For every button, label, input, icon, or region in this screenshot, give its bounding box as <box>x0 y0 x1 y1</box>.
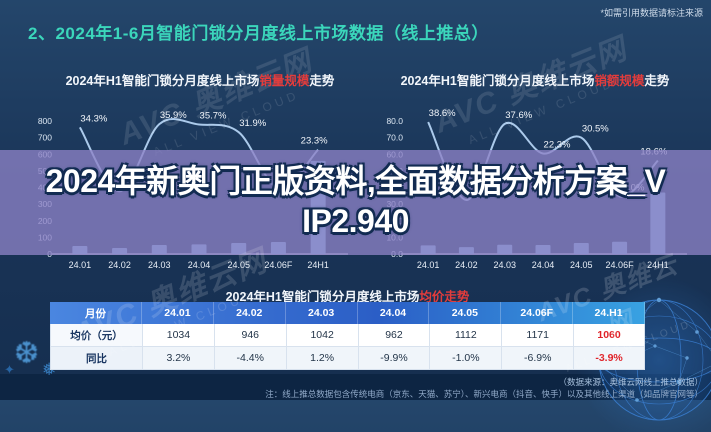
right-chart-title-suffix: 走势 <box>644 74 670 88</box>
table-cell: -9.9% <box>357 347 430 370</box>
x-tick: 24.02 <box>108 260 131 270</box>
x-tick: 24.01 <box>69 260 92 270</box>
data-label: 38.6% <box>429 108 456 119</box>
table-cell: -4.4% <box>213 347 286 370</box>
y-tick: 80.0 <box>386 116 403 126</box>
table-header-cell: 24.H1 <box>573 302 645 324</box>
cite-note: *如需引用数据请标注来源 <box>600 8 703 18</box>
table-cell: 1034 <box>142 324 214 347</box>
x-tick: 24.04 <box>532 260 555 270</box>
overlay-caption: 2024年新奥门正版资料,全面数据分析方案_V IP2.940 <box>0 161 711 241</box>
data-source-note: （数据来源：奥维云网线上推总数据） <box>558 377 703 387</box>
table-header-row: 月份 24.01 24.02 24.03 24.04 24.05 24.06F 24.H1 <box>50 302 645 324</box>
row-label-cell: 均价（元） <box>50 324 142 347</box>
table-cell: 1.2% <box>285 347 358 370</box>
data-label: 37.6% <box>505 110 532 121</box>
price-table: 月份 24.01 24.02 24.03 24.04 24.05 24.06F 24.H1 均价… <box>50 302 645 370</box>
left-chart-title-suffix: 走势 <box>309 74 335 88</box>
data-label: 31.9% <box>239 118 266 129</box>
table-cell: -6.9% <box>501 347 574 370</box>
y-tick: 70.0 <box>386 133 403 143</box>
data-label: 35.9% <box>160 110 187 121</box>
table-header-cell: 24.02 <box>214 302 286 324</box>
table-title-prefix: 2024年H1智能门锁分月度线上市场 <box>225 290 420 304</box>
overlay-caption-line2: IP2.940 <box>302 203 409 239</box>
left-chart-title: 2024年H1智能门锁分月度线上市场销量规模走势 <box>40 70 360 89</box>
data-label: 22.3% <box>544 139 571 150</box>
table-cell: -1.0% <box>429 347 502 370</box>
table-cell: 1112 <box>429 324 502 347</box>
table-row: 同比 3.2% -4.4% 1.2% -9.9% -1.0% -6.9% -3.9% <box>50 347 645 370</box>
table-title: 2024年H1智能门锁分月度线上市场均价走势 <box>50 286 645 305</box>
x-tick: 24.06F <box>606 260 635 270</box>
data-label: 35.7% <box>200 111 227 122</box>
table-cell: 946 <box>213 324 286 347</box>
methodology-note: 注：线上推总数据包含传统电商（京东、天猫、苏宁）、新兴电商（抖音、快手）以及其他… <box>265 389 703 399</box>
table-cell: -3.9% <box>573 347 645 370</box>
table-cell: 3.2% <box>142 347 214 370</box>
table-header-cell: 24.06F <box>501 302 574 324</box>
table-header-cell: 24.04 <box>358 302 430 324</box>
y-tick: 800 <box>38 116 52 126</box>
right-chart-title-prefix: 2024年H1智能门锁分月度线上市场 <box>400 74 595 88</box>
page-title: 2、2024年1-6月智能门锁分月度线上市场数据（线上推总） <box>28 24 489 43</box>
left-chart-title-highlight: 销量规模 <box>259 74 310 88</box>
x-tick: 24.02 <box>455 260 478 270</box>
x-tick: 24.05 <box>570 260 593 270</box>
table-row: 均价（元） 1034 946 1042 962 1112 1171 1060 <box>50 324 645 347</box>
data-label: 23.3% <box>301 136 328 147</box>
table-header-cell: 24.05 <box>429 302 502 324</box>
left-chart-title-prefix: 2024年H1智能门锁分月度线上市场 <box>65 74 260 88</box>
snowflake-icon: ✦ <box>4 362 15 377</box>
x-tick: 24.06F <box>264 260 293 270</box>
x-tick: 24.05 <box>227 260 250 270</box>
x-tick: 24.03 <box>493 260 516 270</box>
table-header-cell: 24.01 <box>142 302 214 324</box>
x-tick: 24H1 <box>647 260 669 270</box>
x-tick: 24.01 <box>417 260 440 270</box>
x-tick: 24.04 <box>188 260 211 270</box>
data-label: 30.5% <box>582 124 609 135</box>
x-tick: 24H1 <box>307 260 329 270</box>
right-chart-title-highlight: 销额规模 <box>594 74 645 88</box>
table-header-cell: 月份 <box>50 302 142 324</box>
y-tick: 700 <box>38 133 52 143</box>
overlay-band <box>0 150 711 255</box>
table-cell: 1042 <box>285 324 358 347</box>
table-cell: 962 <box>357 324 430 347</box>
x-tick: 24.03 <box>148 260 171 270</box>
right-chart-title: 2024年H1智能门锁分月度线上市场销额规模走势 <box>385 70 685 89</box>
table-cell: 1060 <box>573 324 645 347</box>
overlay-caption-line1: 2024年新奥门正版资料,全面数据分析方案_V <box>45 163 666 199</box>
table-header-cell: 24.03 <box>286 302 358 324</box>
row-label-cell: 同比 <box>50 347 142 370</box>
data-label: 34.3% <box>80 113 107 124</box>
table-title-highlight: 均价走势 <box>419 290 470 304</box>
snowflake-icon: ❆ <box>14 337 40 370</box>
table-cell: 1171 <box>501 324 574 347</box>
